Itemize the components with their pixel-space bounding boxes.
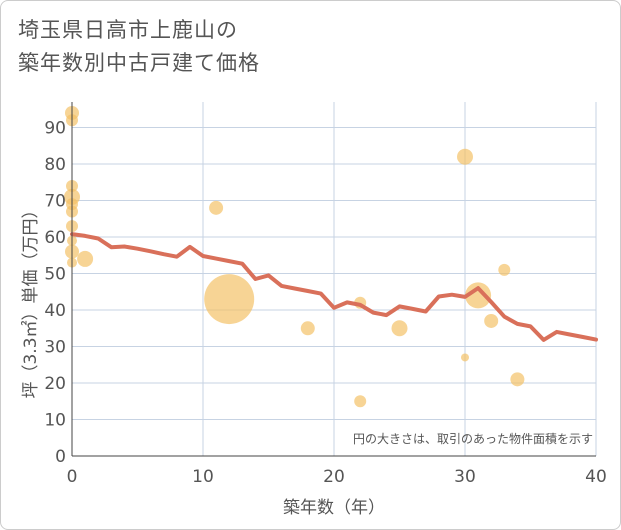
y-axis-label: 坪（3.3㎡）単価（万円）	[21, 201, 41, 398]
chart-title: 埼玉県日高市上鹿山の 築年数別中古戸建て価格	[18, 14, 260, 80]
data-bubble	[354, 395, 367, 408]
y-tick-label: 70	[44, 192, 66, 212]
data-bubble	[77, 250, 94, 267]
x-tick-label: 0	[67, 467, 78, 487]
y-tick-label: 50	[44, 265, 66, 285]
chart-title-line-2: 築年数別中古戸建て価格	[18, 51, 260, 75]
data-bubble	[465, 282, 492, 309]
y-tick-label: 20	[44, 374, 66, 394]
data-bubble	[300, 321, 315, 336]
data-bubble	[204, 274, 255, 325]
x-tick-label: 40	[585, 467, 607, 487]
data-bubble	[461, 353, 469, 362]
y-tick-label: 80	[44, 155, 66, 175]
x-axis-label: 築年数（年）	[283, 498, 385, 518]
data-bubble	[484, 313, 499, 328]
y-tick-label: 60	[44, 228, 66, 248]
y-tick-label: 0	[55, 447, 66, 467]
data-bubble	[498, 263, 511, 276]
data-bubble	[457, 148, 473, 165]
grid-lines	[72, 102, 597, 456]
y-tick-label: 90	[44, 119, 66, 139]
data-bubble	[209, 200, 224, 215]
x-tick-label: 10	[192, 467, 214, 487]
y-tick-label: 30	[44, 338, 66, 358]
size-note: 円の大きさは、取引のあった物件面積を示す	[353, 431, 593, 446]
y-tick-label: 40	[44, 301, 66, 321]
chart-title-line-1: 埼玉県日高市上鹿山の	[18, 18, 238, 42]
axes: 0 10 20 30 40 0 10 20 30 40 50 60 70 80 90	[44, 102, 607, 487]
x-tick-label: 30	[454, 467, 476, 487]
x-tick-label: 20	[323, 467, 345, 487]
bubbles	[64, 105, 525, 408]
data-bubble	[391, 320, 408, 337]
trend-lines	[70, 232, 598, 342]
data-bubble	[510, 372, 525, 387]
y-tick-label: 10	[44, 411, 66, 431]
average-price-line	[70, 232, 598, 342]
